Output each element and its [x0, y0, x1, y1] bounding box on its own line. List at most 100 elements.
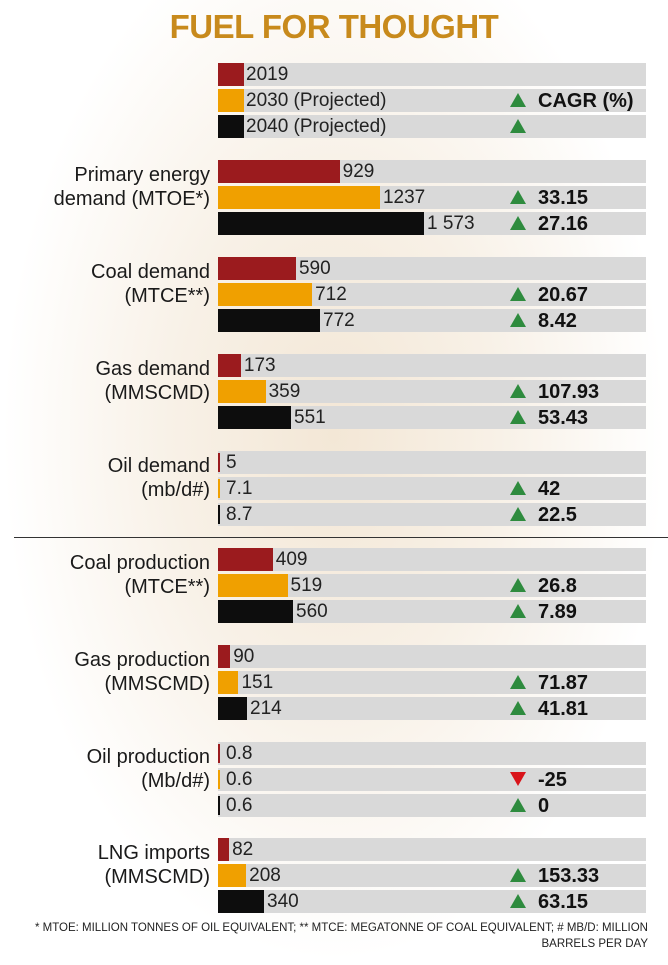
- value-label: 0.6: [226, 769, 253, 790]
- bar-row: 82: [218, 838, 646, 861]
- group-label: Coal production (MTCE**): [20, 551, 210, 599]
- bar-row: 929: [218, 160, 646, 183]
- value-label: 208: [249, 865, 281, 886]
- bar-row: 5: [218, 451, 646, 474]
- up-arrow-icon: [510, 93, 526, 107]
- bar-tick-mark: [218, 479, 220, 498]
- bar-row: 173: [218, 354, 646, 377]
- cagr-value: 8.42: [538, 310, 577, 332]
- bar: [218, 838, 230, 861]
- group-label-line: (MTCE**): [124, 576, 210, 598]
- legend-label: 2019: [246, 64, 289, 85]
- value-label: 409: [275, 549, 308, 570]
- value-label: 5: [226, 452, 237, 473]
- bar: [218, 645, 231, 668]
- bar-row: 1 573 27.16: [218, 212, 646, 235]
- legend-label: 2030 (Projected): [246, 90, 387, 111]
- bar-row: 214 41.81: [218, 697, 646, 720]
- bar-row: 359 107.93: [218, 380, 646, 403]
- legend-row: 2030 (Projected) CAGR (%): [218, 89, 646, 112]
- bar-row: 712 20.67: [218, 283, 646, 306]
- value-label: 173: [243, 355, 276, 376]
- cagr-value: 20.67: [538, 284, 589, 306]
- bar-tick-mark: [218, 770, 220, 789]
- up-arrow-icon: [510, 868, 526, 882]
- value-label: 8.7: [226, 504, 253, 525]
- legend-swatch: [218, 115, 244, 138]
- group-label-line: Oil demand: [107, 455, 210, 477]
- value-label: 0.6: [226, 795, 253, 816]
- group-label: Gas production (MMSCMD): [20, 648, 210, 696]
- bar: [218, 548, 273, 571]
- value-label: 590: [298, 258, 331, 279]
- cagr-value: -25: [538, 769, 567, 791]
- cagr-value: 63.15: [538, 891, 589, 913]
- cagr-value: 53.43: [538, 407, 589, 429]
- group-label-line: demand (MTOE*): [53, 188, 210, 210]
- up-arrow-icon: [510, 481, 526, 495]
- cagr-value: 0: [538, 795, 550, 817]
- group-label: Oil demand (mb/d#): [20, 454, 210, 502]
- cagr-value: 107.93: [538, 381, 600, 403]
- cagr-value: 41.81: [538, 698, 589, 720]
- up-arrow-icon: [510, 287, 526, 301]
- group-label-line: (Mb/d#): [141, 770, 210, 792]
- group-label-line: (MMSCMD): [104, 866, 210, 888]
- cagr-value: 26.8: [538, 575, 577, 597]
- bar: [218, 283, 313, 306]
- value-label: 7.1: [226, 478, 253, 499]
- bar: [218, 890, 264, 913]
- bar-row: 7.1 42: [218, 477, 646, 500]
- value-label: 551: [294, 407, 326, 428]
- bar-row: 151 71.87: [218, 671, 646, 694]
- bar-row: 560 7.89: [218, 600, 646, 623]
- cagr-value: 153.33: [538, 865, 600, 887]
- legend-label: 2040 (Projected): [246, 116, 387, 137]
- bar: [218, 600, 293, 623]
- up-arrow-icon: [510, 410, 526, 424]
- bar: [218, 354, 241, 377]
- bar-row: 90: [218, 645, 646, 668]
- bar-row: 340 63.15: [218, 890, 646, 913]
- value-label: 519: [290, 575, 323, 596]
- bar-row: 0.8: [218, 742, 646, 765]
- bar-row: 772 8.42: [218, 309, 646, 332]
- group-label-line: (MMSCMD): [104, 673, 210, 695]
- up-arrow-icon: [510, 798, 526, 812]
- group-label-line: Oil production: [86, 746, 210, 768]
- value-label: 340: [267, 891, 299, 912]
- group-label-line: Gas production: [74, 649, 210, 671]
- bar-tick-mark: [218, 505, 220, 524]
- value-label: 772: [323, 310, 355, 331]
- chart-title: FUEL FOR THOUGHT: [169, 8, 499, 45]
- cagr-value: 71.87: [538, 672, 589, 694]
- up-arrow-icon: [510, 604, 526, 618]
- bar: [218, 671, 239, 694]
- bar-row: 1237 33.15: [218, 186, 646, 209]
- cagr-header: CAGR (%): [538, 90, 634, 112]
- bar: [218, 406, 291, 429]
- legend-swatch: [218, 63, 244, 86]
- cagr-value: 33.15: [538, 187, 589, 209]
- cagr-value: 7.89: [538, 601, 577, 623]
- up-arrow-icon: [510, 894, 526, 908]
- group-label-line: (MMSCMD): [104, 382, 210, 404]
- bar: [218, 212, 424, 235]
- bar-tick-mark: [218, 796, 220, 815]
- group-label: Gas demand (MMSCMD): [20, 357, 210, 405]
- bar-row: 0.6 0: [218, 794, 646, 817]
- group-label-line: LNG imports: [97, 842, 210, 864]
- bar: [218, 697, 247, 720]
- group-label: Oil production (Mb/d#): [20, 745, 210, 793]
- cagr-value: 22.5: [538, 504, 577, 526]
- value-label: 359: [268, 381, 301, 402]
- up-arrow-icon: [510, 578, 526, 592]
- up-arrow-icon: [510, 675, 526, 689]
- value-label: 560: [296, 601, 328, 622]
- value-label: 0.8: [226, 743, 253, 764]
- value-label: 90: [233, 646, 255, 667]
- value-label: 1237: [382, 187, 426, 208]
- group-label: Coal demand (MTCE**): [20, 260, 210, 308]
- group-label-line: Coal demand: [91, 261, 210, 283]
- group-label-line: (mb/d#): [141, 479, 210, 501]
